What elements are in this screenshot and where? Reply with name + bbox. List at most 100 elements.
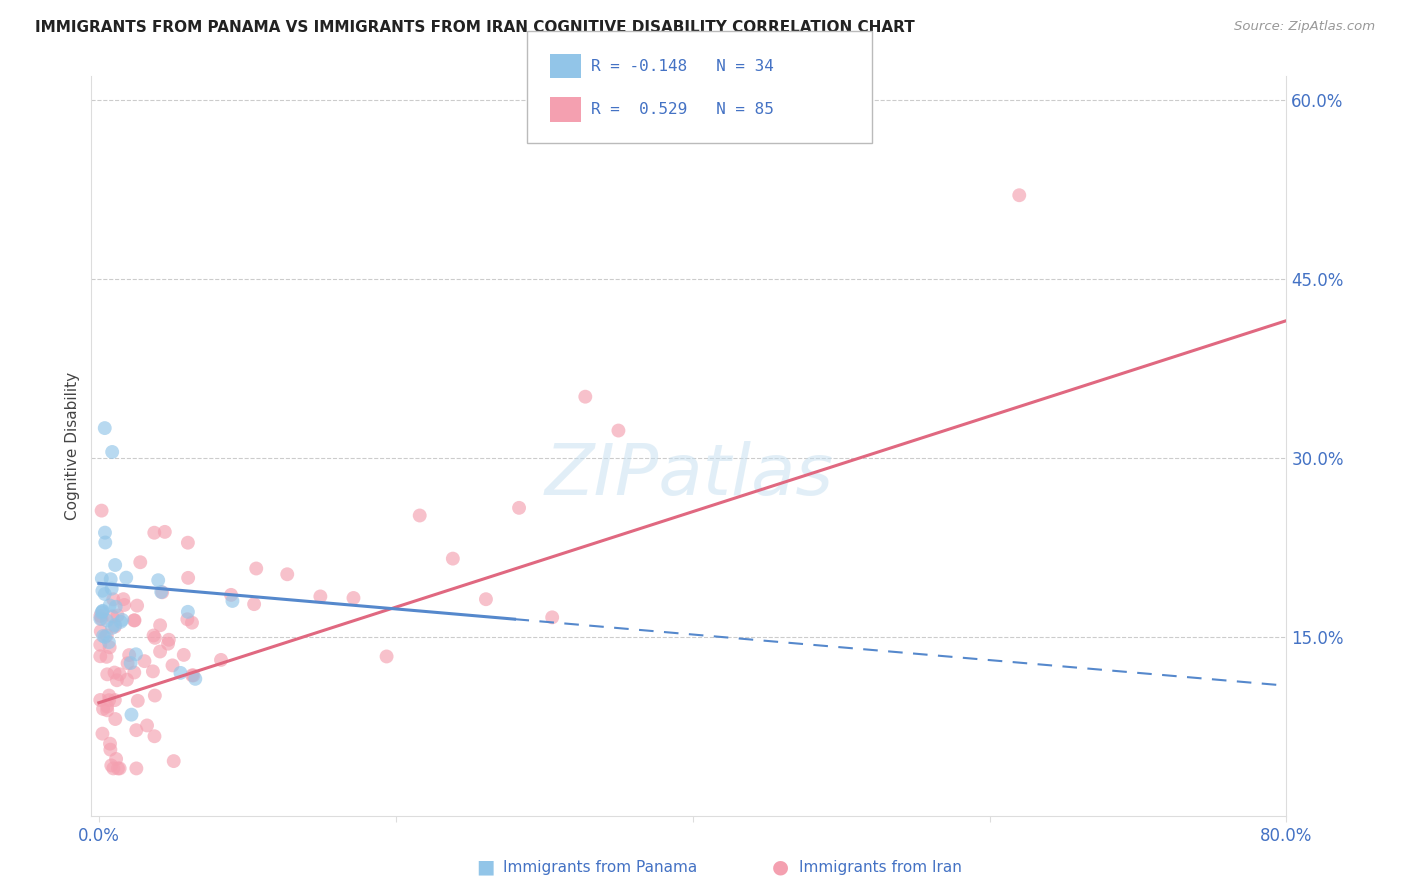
Point [90,612,112,626]
Text: ZIPatlas: ZIPatlas [544,442,834,510]
Point [136,718,159,732]
Point [110,615,132,629]
Point [108,667,131,681]
Point [342,591,364,605]
Point [103,592,125,607]
Point [177,605,200,619]
Point [90,503,112,517]
Point [94,421,117,435]
Point [169,665,191,680]
Point [91,727,114,741]
Point [148,573,170,587]
Point [120,656,142,670]
Point [96,667,118,681]
Point [101,609,124,624]
Point [245,561,267,575]
Point [157,637,180,651]
Point [96,614,118,628]
Point [574,390,596,404]
Point [96,699,118,714]
Point [243,597,266,611]
Point [91,629,114,643]
Point [127,599,149,613]
Point [89,693,111,707]
Point [104,618,127,632]
Point [121,707,143,722]
Point [143,729,166,743]
Point [441,551,464,566]
Point [96,703,118,717]
Text: IMMIGRANTS FROM PANAMA VS IMMIGRANTS FROM IRAN COGNITIVE DISABILITY CORRELATION : IMMIGRANTS FROM PANAMA VS IMMIGRANTS FRO… [35,20,915,35]
Point [111,613,134,627]
Point [90,624,112,639]
Point [124,665,146,680]
Point [104,693,127,707]
Point [89,612,111,626]
Point [177,535,200,549]
Point [157,632,180,647]
Point [508,500,530,515]
Point [98,640,121,655]
Point [105,673,128,688]
Y-axis label: Cognitive Disability: Cognitive Disability [65,372,80,520]
Point [117,657,139,671]
Point [100,758,122,772]
Text: R =  0.529   N = 85: R = 0.529 N = 85 [591,102,773,117]
Point [124,613,146,627]
Text: Immigrants from Iran: Immigrants from Iran [799,860,962,874]
Point [143,631,166,645]
Point [90,572,112,586]
Point [91,702,114,716]
Point [149,644,172,658]
Point [143,525,166,540]
Text: ●: ● [772,857,789,877]
Point [103,761,125,775]
Point [89,649,111,664]
Text: ■: ■ [475,857,495,877]
Point [375,649,398,664]
Point [276,567,298,582]
Point [104,599,127,614]
Point [94,525,117,540]
Point [181,615,204,630]
Point [104,558,127,572]
Point [149,618,172,632]
Point [89,609,111,624]
Point [162,658,184,673]
Point [104,712,127,726]
Point [221,594,243,608]
Point [91,604,114,618]
Point [173,648,195,662]
Point [100,582,122,596]
Point [541,610,564,624]
Point [101,621,124,635]
Text: R = -0.148   N = 34: R = -0.148 N = 34 [591,59,773,74]
Point [176,612,198,626]
Point [103,665,125,680]
Point [183,668,205,682]
Point [409,508,432,523]
Point [163,754,186,768]
Point [125,647,148,661]
Point [94,587,117,601]
Point [104,619,127,633]
Point [97,635,120,649]
Point [184,672,207,686]
Point [219,588,242,602]
Point [177,571,200,585]
Point [115,571,138,585]
Point [209,653,232,667]
Point [1008,188,1031,202]
Point [153,524,176,539]
Point [134,654,156,668]
Point [96,628,118,642]
Point [94,535,117,549]
Point [89,638,111,652]
Point [105,752,128,766]
Point [112,592,135,607]
Point [150,585,173,599]
Point [125,723,148,738]
Point [181,668,204,682]
Point [98,689,121,703]
Text: Source: ZipAtlas.com: Source: ZipAtlas.com [1234,20,1375,33]
